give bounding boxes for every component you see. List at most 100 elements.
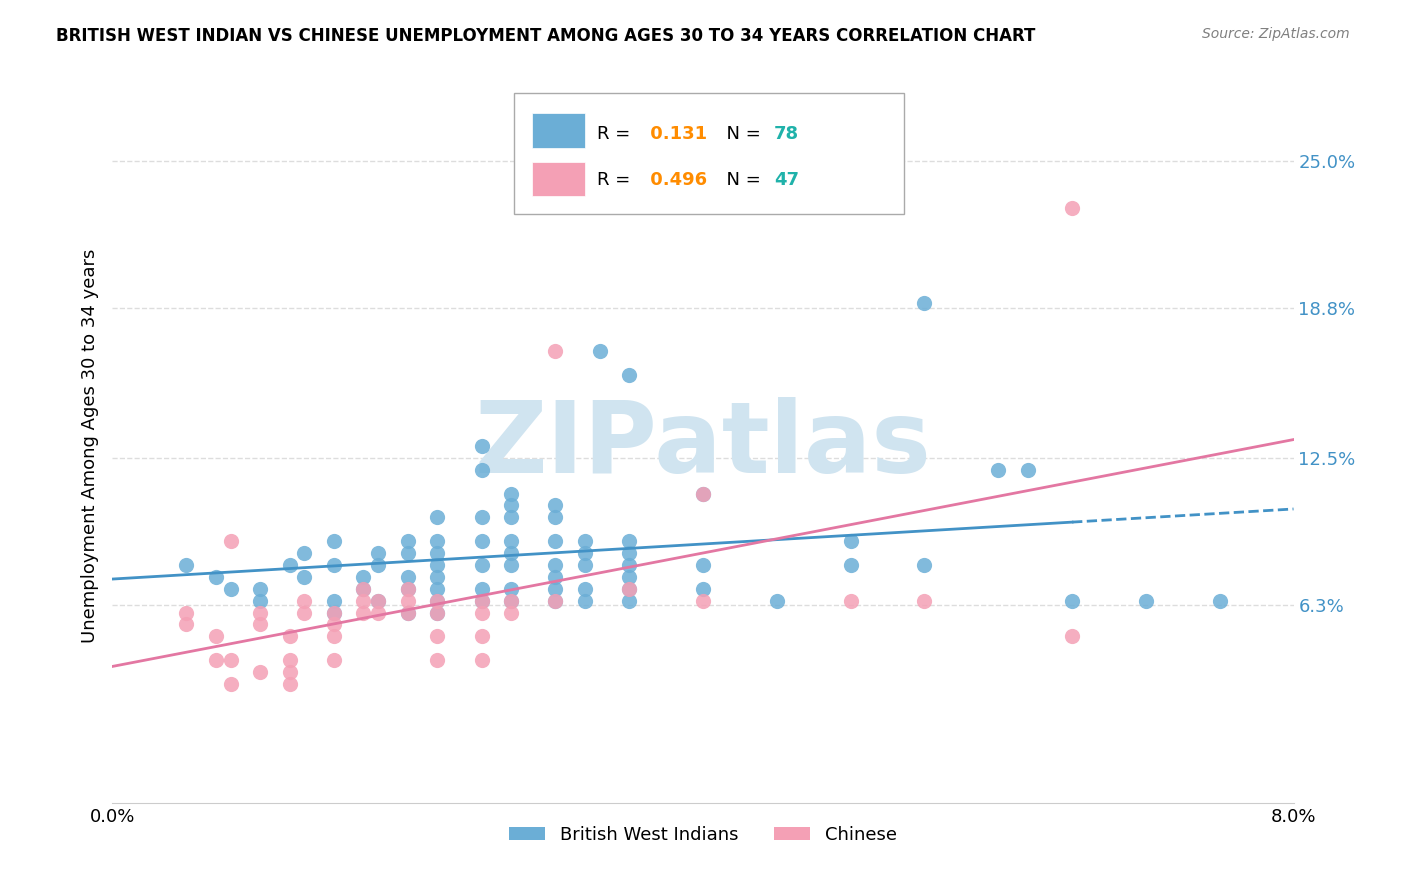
Point: [501, 486, 523, 500]
Point: [396, 546, 419, 560]
Point: [471, 534, 494, 549]
Point: [323, 606, 346, 620]
Point: [574, 534, 596, 549]
Point: [367, 558, 389, 572]
Point: [544, 343, 567, 358]
Point: [619, 582, 641, 596]
Point: [396, 606, 419, 620]
Point: [352, 570, 374, 584]
Point: [501, 593, 523, 607]
Point: [278, 665, 301, 679]
Point: [544, 534, 567, 549]
Point: [396, 606, 419, 620]
Text: Source: ZipAtlas.com: Source: ZipAtlas.com: [1202, 27, 1350, 41]
Point: [205, 653, 228, 667]
Point: [501, 582, 523, 596]
Point: [205, 629, 228, 643]
Point: [1135, 593, 1157, 607]
Point: [323, 629, 346, 643]
Point: [174, 617, 197, 632]
Point: [987, 463, 1010, 477]
Point: [501, 534, 523, 549]
Point: [574, 558, 596, 572]
Point: [426, 582, 449, 596]
Point: [174, 558, 197, 572]
Point: [396, 582, 419, 596]
Point: [501, 499, 523, 513]
Point: [426, 558, 449, 572]
Point: [278, 653, 301, 667]
Point: [692, 593, 714, 607]
Text: 0.496: 0.496: [644, 171, 707, 189]
Point: [426, 534, 449, 549]
Point: [367, 606, 389, 620]
Point: [396, 582, 419, 596]
Point: [219, 582, 242, 596]
Point: [471, 629, 494, 643]
Point: [544, 510, 567, 524]
Point: [174, 606, 197, 620]
Point: [692, 558, 714, 572]
Point: [588, 343, 610, 358]
Point: [292, 570, 315, 584]
Point: [1062, 201, 1084, 215]
Point: [426, 593, 449, 607]
Point: [914, 558, 936, 572]
Point: [426, 606, 449, 620]
Point: [323, 593, 346, 607]
Point: [471, 593, 494, 607]
FancyBboxPatch shape: [531, 113, 585, 148]
Point: [471, 593, 494, 607]
Text: N =: N =: [714, 125, 766, 143]
Point: [501, 558, 523, 572]
Point: [1062, 593, 1084, 607]
Point: [396, 593, 419, 607]
Point: [278, 677, 301, 691]
FancyBboxPatch shape: [515, 93, 904, 214]
Point: [292, 593, 315, 607]
Point: [619, 368, 641, 382]
Point: [544, 582, 567, 596]
Point: [471, 606, 494, 620]
Point: [219, 677, 242, 691]
Point: [426, 629, 449, 643]
Point: [426, 510, 449, 524]
Point: [471, 582, 494, 596]
Point: [544, 593, 567, 607]
Point: [249, 617, 271, 632]
Text: R =: R =: [596, 171, 636, 189]
Point: [323, 558, 346, 572]
Point: [471, 558, 494, 572]
Text: R =: R =: [596, 125, 636, 143]
Point: [471, 510, 494, 524]
Point: [396, 570, 419, 584]
Y-axis label: Unemployment Among Ages 30 to 34 years: Unemployment Among Ages 30 to 34 years: [80, 249, 98, 643]
Text: ZIPatlas: ZIPatlas: [475, 398, 931, 494]
Point: [352, 582, 374, 596]
Point: [839, 593, 862, 607]
Point: [839, 558, 862, 572]
Point: [249, 606, 271, 620]
Point: [426, 546, 449, 560]
Point: [619, 570, 641, 584]
Point: [367, 546, 389, 560]
Point: [278, 629, 301, 643]
Point: [471, 653, 494, 667]
Legend: British West Indians, Chinese: British West Indians, Chinese: [502, 819, 904, 851]
Point: [323, 534, 346, 549]
Point: [426, 570, 449, 584]
Point: [426, 593, 449, 607]
Point: [352, 582, 374, 596]
Point: [574, 582, 596, 596]
Point: [544, 570, 567, 584]
Point: [249, 582, 271, 596]
Point: [619, 582, 641, 596]
Point: [352, 593, 374, 607]
Point: [323, 653, 346, 667]
Point: [426, 606, 449, 620]
Point: [471, 439, 494, 453]
Point: [501, 546, 523, 560]
Point: [205, 570, 228, 584]
Point: [323, 606, 346, 620]
Point: [249, 593, 271, 607]
